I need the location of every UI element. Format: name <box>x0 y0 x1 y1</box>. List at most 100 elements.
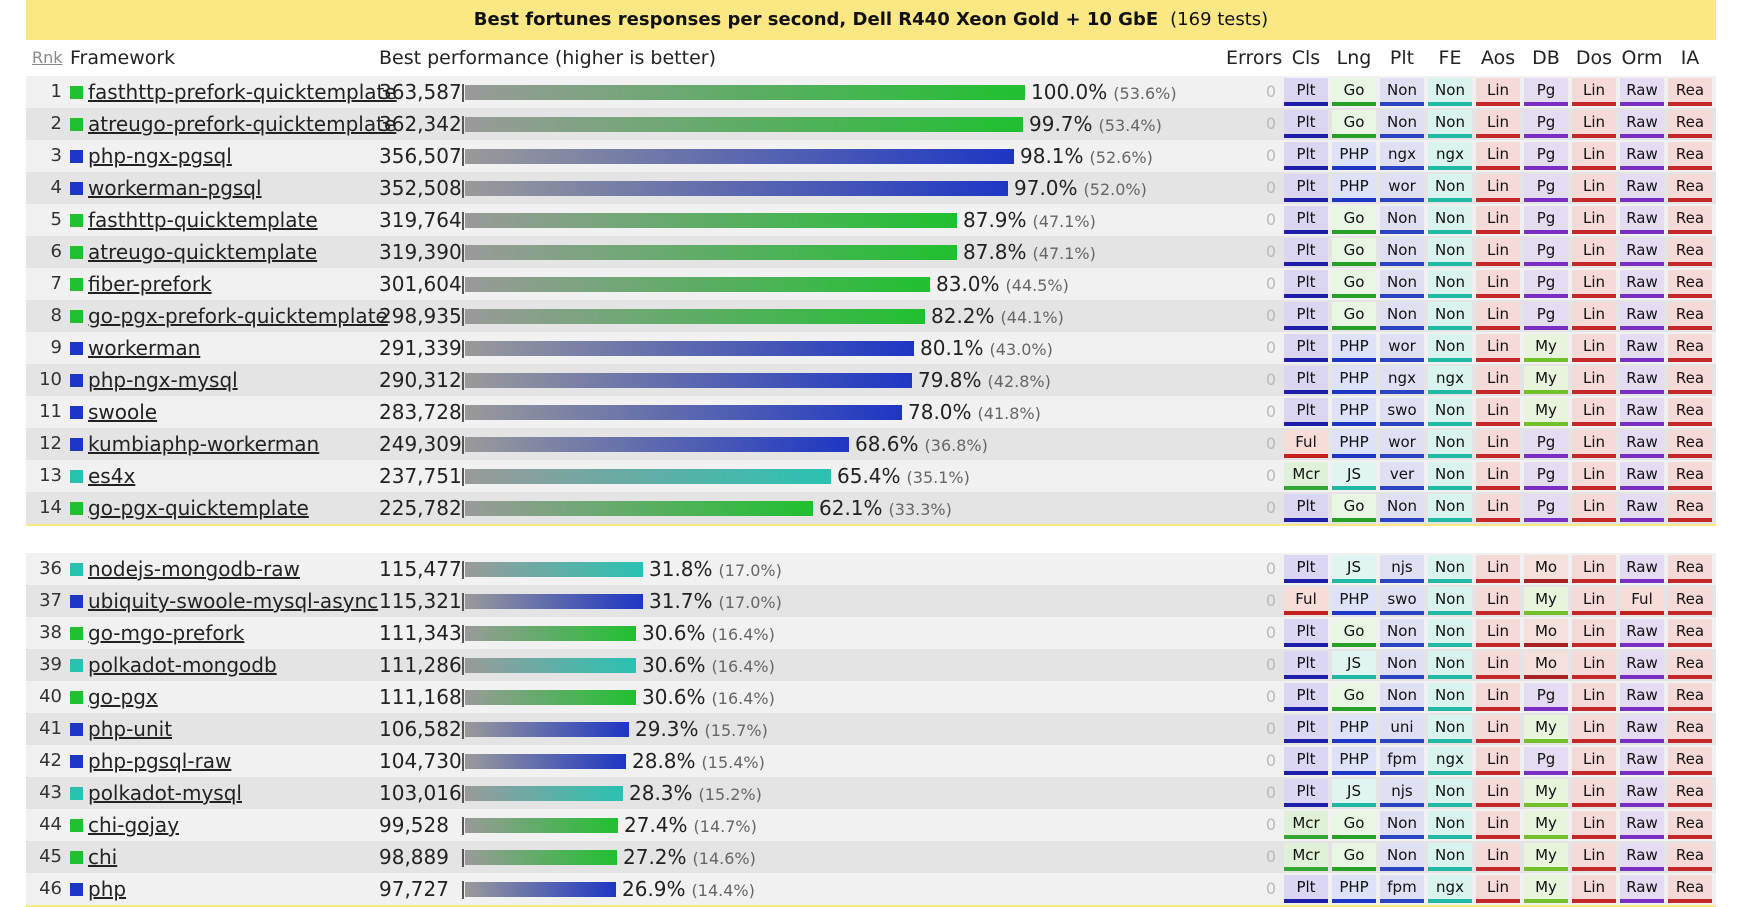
table-row: 36 nodejs-mongodb-raw 115,477 31.8% (17.0%) 0… <box>26 553 1716 585</box>
framework-link[interactable]: php-pgsql-raw <box>88 749 232 773</box>
framework-link[interactable]: php-ngx-pgsql <box>88 144 232 168</box>
framework-link[interactable]: chi-gojay <box>88 813 180 837</box>
badge-cls: Plt <box>1284 302 1328 330</box>
header-dos: Dos <box>1575 47 1613 69</box>
performance-bar <box>465 405 902 420</box>
percent-value: 83.0% <box>936 272 1000 296</box>
percent-label: 27.2% (14.6%) <box>623 841 756 875</box>
percent-of-total: (16.4%) <box>711 625 775 644</box>
language-color-swatch <box>70 438 83 451</box>
badge-db: Pg <box>1524 270 1568 298</box>
badge-lng: JS <box>1332 555 1376 583</box>
framework-link[interactable]: polkadot-mysql <box>88 781 242 805</box>
rank-cell: 6 <box>50 241 62 262</box>
performance-bar <box>465 309 925 324</box>
rank-cell: 7 <box>50 273 62 294</box>
percent-value: 29.3% <box>635 717 699 741</box>
badge-aos: Lin <box>1476 206 1520 234</box>
badge-orm: Raw <box>1620 494 1664 522</box>
errors-count: 0 <box>1265 466 1276 485</box>
rps-value: 115,321 <box>379 589 462 613</box>
percent-label: 87.8% (47.1%) <box>963 236 1096 270</box>
framework-link[interactable]: workerman-pgsql <box>88 176 262 200</box>
framework-link[interactable]: go-pgx <box>88 685 158 709</box>
badge-lng: Go <box>1332 206 1376 234</box>
badge-orm: Raw <box>1620 843 1664 871</box>
bar-axis-tick <box>462 849 464 867</box>
errors-count: 0 <box>1265 82 1276 101</box>
badge-fe: ngx <box>1428 142 1472 170</box>
badge-cls: Plt <box>1284 110 1328 138</box>
badge-orm: Ful <box>1620 587 1664 615</box>
framework-link[interactable]: php-unit <box>88 717 173 741</box>
badge-cls: Plt <box>1284 366 1328 394</box>
rank-cell: 41 <box>39 718 62 739</box>
badge-db: Mo <box>1524 555 1568 583</box>
rank-cell: 39 <box>39 654 62 675</box>
table-row: 9 workerman 291,339 80.1% (43.0%) 0 Plt PHP wor N… <box>26 332 1716 364</box>
framework-link[interactable]: es4x <box>88 464 136 488</box>
framework-link[interactable]: fasthttp-prefork-quicktemplate <box>88 80 397 104</box>
language-color-swatch <box>70 214 83 227</box>
badge-cls: Plt <box>1284 683 1328 711</box>
bar-axis-tick <box>462 436 464 454</box>
badge-dos: Lin <box>1572 715 1616 743</box>
badge-ia: Rea <box>1668 430 1712 458</box>
framework-link[interactable]: ubiquity-swoole-mysql-async <box>88 589 379 613</box>
bar-axis-tick <box>462 148 464 166</box>
badge-lng: PHP <box>1332 430 1376 458</box>
performance-bar <box>465 786 623 801</box>
framework-link[interactable]: atreugo-quicktemplate <box>88 240 318 264</box>
percent-label: 28.3% (15.2%) <box>629 777 762 811</box>
performance-bar <box>465 341 914 356</box>
framework-link[interactable]: fiber-prefork <box>88 272 212 296</box>
errors-count: 0 <box>1265 751 1276 770</box>
framework-link[interactable]: nodejs-mongodb-raw <box>88 557 300 581</box>
badge-lng: Go <box>1332 811 1376 839</box>
badge-orm: Raw <box>1620 555 1664 583</box>
framework-link[interactable]: go-mgo-prefork <box>88 621 245 645</box>
badge-dos: Lin <box>1572 811 1616 839</box>
framework-link[interactable]: fasthttp-quicktemplate <box>88 208 318 232</box>
table-row: 38 go-mgo-prefork 111,343 30.6% (16.4%) 0 Plt G… <box>26 617 1716 649</box>
badge-dos: Lin <box>1572 843 1616 871</box>
framework-link[interactable]: php <box>88 877 127 901</box>
errors-count: 0 <box>1265 370 1276 389</box>
performance-bar <box>465 690 636 705</box>
rps-value: 104,730 <box>379 749 462 773</box>
badge-fe: Non <box>1428 715 1472 743</box>
framework-link[interactable]: swoole <box>88 400 158 424</box>
language-color-swatch <box>70 502 83 515</box>
percent-value: 62.1% <box>819 496 883 520</box>
percent-of-total: (15.2%) <box>698 785 762 804</box>
table-row: 3 php-ngx-pgsql 356,507 98.1% (52.6%) 0 Plt PHP… <box>26 140 1716 172</box>
badge-lng: PHP <box>1332 174 1376 202</box>
badge-dos: Lin <box>1572 206 1616 234</box>
framework-link[interactable]: polkadot-mongodb <box>88 653 277 677</box>
framework-link[interactable]: php-ngx-mysql <box>88 368 238 392</box>
badge-ia: Rea <box>1668 715 1712 743</box>
bar-axis-tick <box>462 180 464 198</box>
framework-link[interactable]: go-pgx-quicktemplate <box>88 496 309 520</box>
badge-lng: Go <box>1332 238 1376 266</box>
rank-cell: 11 <box>39 401 62 422</box>
header-rank[interactable]: Rnk <box>32 48 63 67</box>
badge-dos: Lin <box>1572 78 1616 106</box>
badge-db: My <box>1524 587 1568 615</box>
badge-ia: Rea <box>1668 142 1712 170</box>
framework-link[interactable]: atreugo-prefork-quicktemplate <box>88 112 397 136</box>
percent-label: 68.6% (36.8%) <box>855 428 988 462</box>
rank-cell: 14 <box>39 497 62 518</box>
framework-link[interactable]: kumbiaphp-workerman <box>88 432 320 456</box>
badge-ia: Rea <box>1668 779 1712 807</box>
badge-cls: Plt <box>1284 494 1328 522</box>
language-color-swatch <box>70 278 83 291</box>
rps-value: 290,312 <box>379 368 462 392</box>
framework-link[interactable]: go-pgx-prefork-quicktemplate <box>88 304 388 328</box>
badge-cls: Plt <box>1284 78 1328 106</box>
framework-link[interactable]: workerman <box>88 336 201 360</box>
rank-cell: 38 <box>39 622 62 643</box>
badge-db: My <box>1524 366 1568 394</box>
framework-link[interactable]: chi <box>88 845 118 869</box>
badge-fe: Non <box>1428 651 1472 679</box>
